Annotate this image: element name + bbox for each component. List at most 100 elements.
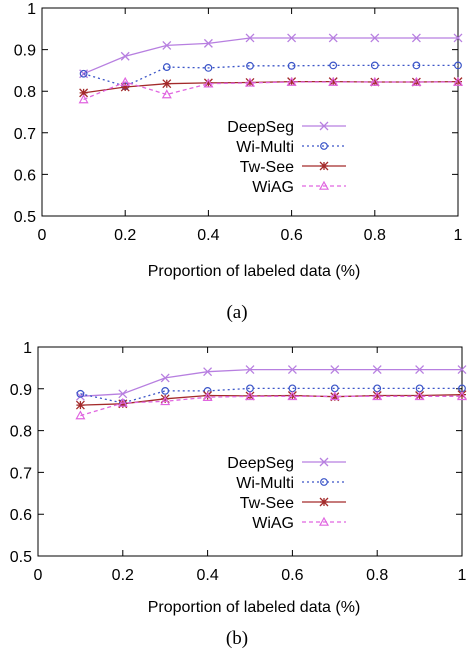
x-tick-label: 0.8 — [366, 567, 388, 584]
series-line — [80, 387, 462, 404]
data-point — [287, 77, 297, 87]
y-tick-label: 0.5 — [10, 549, 32, 566]
data-point — [118, 389, 128, 399]
data-point — [287, 61, 296, 70]
series-line — [80, 395, 462, 417]
data-point — [118, 399, 128, 409]
series-deepseg — [75, 365, 467, 401]
legend-label: WiAG — [252, 515, 294, 532]
y-tick-label: 0.6 — [10, 507, 32, 524]
data-point — [370, 61, 379, 70]
series-line — [80, 368, 462, 397]
y-tick-label: 0.7 — [14, 126, 36, 143]
data-point — [162, 40, 172, 50]
x-tick-label: 1 — [458, 567, 467, 584]
data-point — [330, 365, 340, 375]
data-point — [160, 394, 170, 404]
y-tick-label: 0.7 — [10, 465, 32, 482]
data-point — [246, 61, 254, 70]
data-point — [244, 77, 256, 87]
data-point — [329, 61, 338, 70]
series-line — [83, 80, 459, 94]
x-tick-label: 0.2 — [112, 567, 134, 584]
y-tick-label: 0.9 — [14, 43, 36, 60]
data-point — [286, 76, 297, 86]
legend-marker — [318, 516, 330, 526]
data-point — [161, 386, 170, 395]
data-point — [369, 76, 380, 86]
data-point — [204, 64, 213, 72]
legend-label: Tw-See — [240, 159, 294, 176]
series-line — [83, 81, 458, 101]
data-point — [452, 76, 464, 86]
data-point — [372, 391, 382, 400]
data-point — [79, 88, 89, 98]
legend-marker — [319, 497, 329, 507]
legend-label: Wi-Multi — [236, 475, 294, 492]
series-line — [83, 64, 458, 87]
y-tick-label: 0.5 — [14, 209, 36, 226]
data-point — [203, 78, 213, 88]
data-point — [78, 94, 89, 104]
legend-marker — [320, 142, 328, 150]
data-point — [328, 33, 338, 43]
data-point — [120, 82, 130, 92]
x-tick-label: 0.8 — [364, 227, 386, 244]
data-point — [161, 89, 172, 99]
data-point — [415, 365, 425, 375]
legend-marker — [319, 121, 329, 131]
data-point — [75, 400, 85, 410]
data-point — [203, 391, 213, 400]
data-point — [79, 69, 88, 78]
y-tick-label: 1 — [27, 1, 36, 18]
data-point — [456, 391, 468, 401]
data-point — [203, 367, 213, 377]
data-point — [120, 51, 130, 61]
x-tick-label: 0.2 — [114, 227, 136, 244]
legend-marker — [319, 161, 329, 171]
data-point — [76, 389, 85, 398]
y-tick-label: 0.9 — [10, 382, 32, 399]
data-point — [457, 365, 467, 375]
data-point — [117, 397, 128, 407]
x-axis-label: Proportion of labeled data (%) — [148, 599, 361, 616]
plot-frame — [41, 7, 459, 217]
data-point — [287, 365, 297, 375]
x-tick-label: 0.4 — [196, 567, 218, 584]
data-point — [245, 33, 255, 43]
x-tick-label: 0 — [34, 567, 43, 584]
data-point — [372, 365, 382, 375]
data-point — [411, 76, 422, 86]
legend-marker — [320, 478, 328, 486]
data-point — [245, 365, 255, 375]
y-tick-label: 0.8 — [10, 424, 32, 441]
data-point — [245, 78, 255, 87]
data-point — [287, 391, 297, 400]
series-line — [83, 37, 458, 75]
legend-marker — [318, 180, 330, 190]
chart-panel-1: 0 0.2 0.4 0.6 0.8 1 0.5 0.6 0.7 0.8 0.9 1 DeepSeg Wi-… — [14, 1, 464, 323]
data-point — [454, 61, 462, 70]
x-axis-label: Proportion of labeled data (%) — [148, 263, 361, 280]
data-point — [287, 33, 297, 43]
series-deepseg — [79, 33, 463, 79]
legend-label: DeepSeg — [227, 119, 294, 136]
data-point — [414, 391, 425, 401]
data-point — [330, 392, 340, 402]
series-wiag — [75, 391, 468, 420]
data-point — [328, 77, 338, 87]
x-tick-label: 0 — [38, 227, 47, 244]
y-tick-label: 0.8 — [14, 84, 36, 101]
x-tick-label: 0.6 — [281, 567, 303, 584]
data-point — [328, 76, 339, 86]
legend-label: WiAG — [252, 179, 294, 196]
data-point — [329, 391, 340, 401]
data-point — [457, 390, 467, 400]
y-tick-label: 1 — [23, 340, 32, 357]
x-tick-label: 0.4 — [197, 227, 219, 244]
data-point — [162, 79, 172, 89]
data-point — [415, 391, 425, 400]
data-point — [453, 33, 463, 43]
data-point — [330, 384, 339, 393]
x-tick-label: 1 — [454, 227, 463, 244]
